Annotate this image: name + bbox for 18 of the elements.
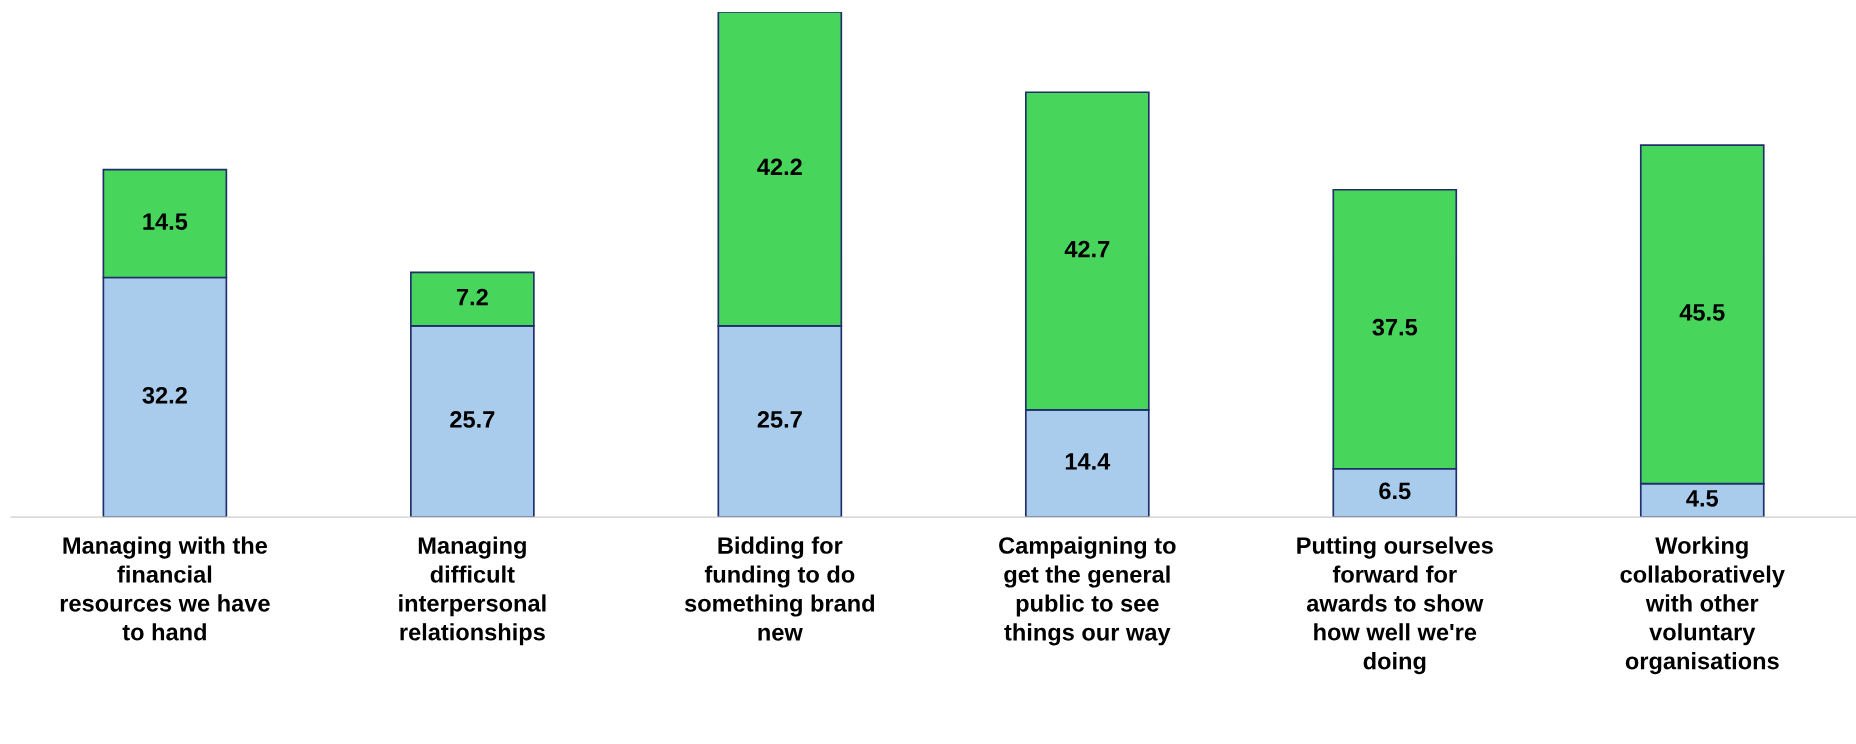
data-label: 7.2 [456, 288, 488, 306]
x-tick-label: Bidding for funding to do something brand new [684, 536, 875, 641]
data-label: 37.5 [1372, 318, 1418, 336]
data-label: 42.7 [1064, 240, 1110, 258]
x-tick-label: Putting ourselves forward for awards to show how well we're doing [1297, 536, 1493, 675]
data-label: 42.2 [757, 158, 802, 175]
x-tick-label: Campaigning to get the general public to see things our way [999, 536, 1176, 646]
data-label: 6.5 [1379, 482, 1411, 500]
data-label: 32.2 [142, 386, 187, 404]
data-label: 25.7 [450, 411, 495, 428]
data-label: 45.5 [1679, 304, 1725, 321]
data-label: 25.7 [757, 411, 802, 428]
data-label: 14.4 [1065, 453, 1111, 470]
x-tick-label: Working collaboratively with other voluntary organisations [1620, 536, 1785, 675]
x-tick-label: Managing difficult interpersonal relationships [399, 536, 546, 646]
data-label: 4.5 [1686, 490, 1719, 507]
data-label: 14.5 [143, 213, 188, 230]
x-tick-label: Managing with the financial resources we have to hand [60, 536, 270, 641]
